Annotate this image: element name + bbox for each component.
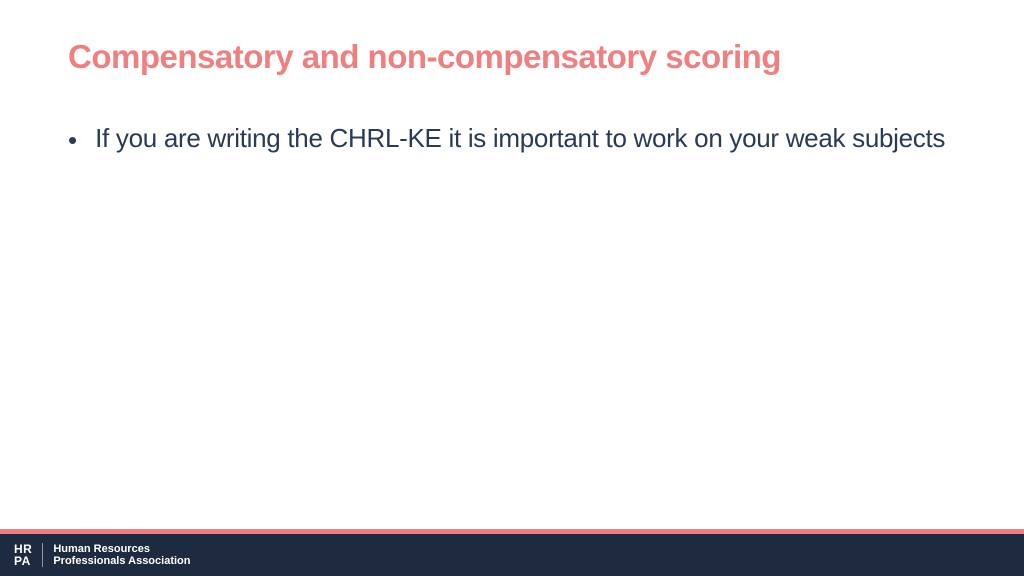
footer-bar: HR PA Human Resources Professionals Asso… (0, 534, 1024, 576)
footer-org-line-2: Professionals Association (53, 555, 190, 567)
slide-footer: HR PA Human Resources Professionals Asso… (0, 529, 1024, 576)
logo-divider (42, 543, 43, 567)
slide: Compensatory and non-compensatory scorin… (0, 0, 1024, 576)
slide-title: Compensatory and non-compensatory scorin… (68, 38, 781, 76)
logo-line-2: PA (14, 555, 32, 567)
bullet-item: • If you are writing the CHRL-KE it is i… (68, 120, 956, 158)
footer-org-name: Human Resources Professionals Associatio… (53, 543, 190, 567)
bullet-text: If you are writing the CHRL-KE it is imp… (95, 120, 945, 156)
bullet-list: • If you are writing the CHRL-KE it is i… (68, 120, 956, 158)
bullet-marker-icon: • (68, 122, 77, 158)
hrpa-logo: HR PA (14, 543, 32, 567)
slide-content: • If you are writing the CHRL-KE it is i… (68, 120, 956, 158)
footer-org-line-1: Human Resources (53, 543, 190, 555)
